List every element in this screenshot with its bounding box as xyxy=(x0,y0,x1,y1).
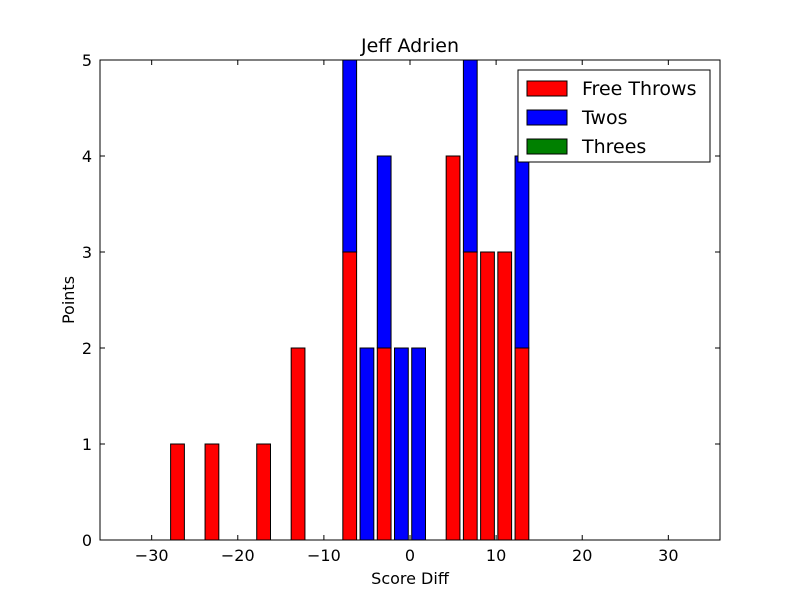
bar-free-throws-neg23 xyxy=(204,443,220,541)
bar-twos-neg1 xyxy=(394,347,409,541)
chart-title: Jeff Adrien xyxy=(360,35,459,57)
bar-free-throws-neg7 xyxy=(342,251,358,541)
ticks-layer: −30 −20 −10 0 10 20 30 0 1 2 3 4 5 xyxy=(82,51,720,565)
bar-free-throws-neg17 xyxy=(256,443,272,541)
bar-free-throws-neg27 xyxy=(170,443,185,541)
y-tick-label: 4 xyxy=(82,147,92,166)
bar-twos-neg3 xyxy=(376,155,392,349)
legend-swatch-twos xyxy=(526,109,568,126)
bar-free-throws-neg3 xyxy=(376,347,392,541)
x-tick-label: 20 xyxy=(572,546,592,565)
legend-swatch-threes xyxy=(526,138,568,155)
bar-twos-7 xyxy=(462,59,478,253)
x-tick-label: −30 xyxy=(135,546,169,565)
bar-twos-1 xyxy=(411,347,427,541)
x-tick-label: −20 xyxy=(221,546,255,565)
y-tick-label: 3 xyxy=(82,243,92,262)
bar-free-throws-13 xyxy=(514,347,530,541)
legend-label-threes: Threes xyxy=(581,136,646,158)
y-tick-label: 5 xyxy=(82,51,92,70)
legend: Free Throws Twos Threes xyxy=(517,69,711,163)
x-tick-label: 30 xyxy=(658,546,678,565)
bar-free-throws-neg13 xyxy=(290,347,306,541)
bar-free-throws-5 xyxy=(445,155,461,541)
bar-free-throws-7 xyxy=(462,251,478,541)
bar-free-throws-11 xyxy=(497,251,513,541)
bar-twos-neg7 xyxy=(342,59,358,253)
bar-twos-neg5 xyxy=(359,347,375,541)
x-tick-label: 10 xyxy=(486,546,506,565)
bar-free-throws-9 xyxy=(480,251,495,541)
bar-twos-13 xyxy=(514,155,530,349)
x-axis-label: Score Diff xyxy=(371,569,450,588)
y-axis-label: Points xyxy=(59,276,78,324)
x-tick-label: −10 xyxy=(307,546,341,565)
legend-label-free-throws: Free Throws xyxy=(582,78,696,100)
y-tick-label: 2 xyxy=(82,339,92,358)
x-tick-label: 0 xyxy=(405,546,415,565)
y-tick-label: 1 xyxy=(82,435,92,454)
legend-swatch-free-throws xyxy=(526,80,568,97)
legend-label-twos: Twos xyxy=(581,107,628,129)
y-tick-label: 0 xyxy=(82,531,92,550)
bars-layer xyxy=(170,59,530,541)
